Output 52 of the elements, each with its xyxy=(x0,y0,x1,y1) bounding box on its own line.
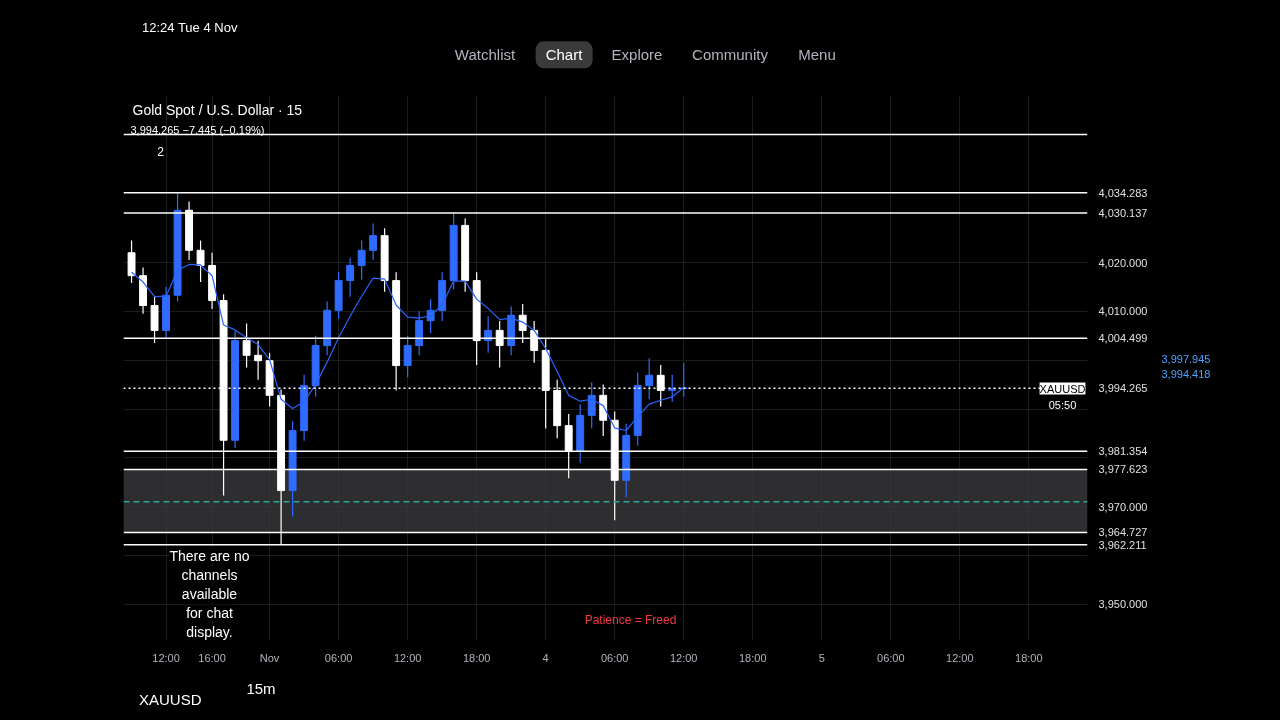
x-tick-label: 5 xyxy=(818,651,825,664)
candlestick xyxy=(369,222,378,261)
chart-title: Gold Spot / U.S. Dollar · 15 xyxy=(132,101,303,118)
x-tick-label: 06:00 xyxy=(877,651,905,664)
annotation: XAUUSD xyxy=(1039,382,1086,395)
candlestick xyxy=(668,374,677,403)
ref-line-label: 3,981.354 xyxy=(1098,445,1148,458)
annotation: There are no channels available for chat display. xyxy=(169,547,250,640)
text: Watchlist xyxy=(454,45,516,66)
text: 3,997.945 xyxy=(1161,352,1211,365)
x-tick-label: 06:00 xyxy=(600,651,629,664)
y-tick-label: 3,950.000 xyxy=(1098,598,1148,611)
ref-line-label: 3,964.727 xyxy=(1098,526,1148,539)
text: 3,994.418 xyxy=(1161,367,1211,380)
x-tick-label: 12:00 xyxy=(152,651,180,664)
x-tick-label: 12:00 xyxy=(946,651,974,664)
x-tick-label: 18:00 xyxy=(738,651,767,664)
candlestick xyxy=(357,239,366,281)
ref-line-label: 3,962.211 xyxy=(1098,538,1147,551)
candlestick xyxy=(346,257,355,298)
annotation: 05:50 xyxy=(1048,398,1077,411)
ref-line-label: 3,994.265 xyxy=(1098,382,1148,395)
candlestick xyxy=(254,340,263,381)
x-tick-label: Nov xyxy=(259,651,280,664)
x-tick-label: 12:00 xyxy=(669,651,698,664)
text: 15m xyxy=(246,679,276,700)
y-tick-label: 4,020.000 xyxy=(1098,256,1148,269)
text: XAUUSD xyxy=(139,690,202,710)
text: 3,994.265 −7.445 (−0.19%) xyxy=(130,123,265,136)
x-tick-label: 18:00 xyxy=(462,651,491,664)
text: Menu xyxy=(798,45,836,66)
ref-line-label: 4,030.137 xyxy=(1098,207,1148,220)
annotation: Patience = Freed xyxy=(584,612,677,627)
text: 12:24 Tue 4 Nov xyxy=(142,19,238,37)
text: Community xyxy=(692,45,768,66)
y-tick-label: 4,010.000 xyxy=(1098,305,1148,318)
ref-line-label: 4,004.499 xyxy=(1098,332,1148,345)
x-tick-label: 4 xyxy=(542,651,549,664)
candlestick xyxy=(127,239,136,284)
ref-line-label: 3,977.623 xyxy=(1098,463,1148,476)
x-tick-label: 18:00 xyxy=(1015,651,1043,664)
candlestick xyxy=(403,335,412,378)
candlestick xyxy=(645,357,654,400)
x-tick-label: 16:00 xyxy=(198,651,226,664)
text: Chart xyxy=(535,41,593,69)
x-tick-label: 12:00 xyxy=(393,651,422,664)
y-tick-label: 3,970.000 xyxy=(1098,500,1148,513)
text: Explore xyxy=(611,45,663,66)
ref-line-label: 4,034.283 xyxy=(1098,186,1148,199)
x-tick-label: 06:00 xyxy=(324,651,353,664)
annotation: 2 xyxy=(157,145,165,159)
candlestick xyxy=(196,239,205,283)
